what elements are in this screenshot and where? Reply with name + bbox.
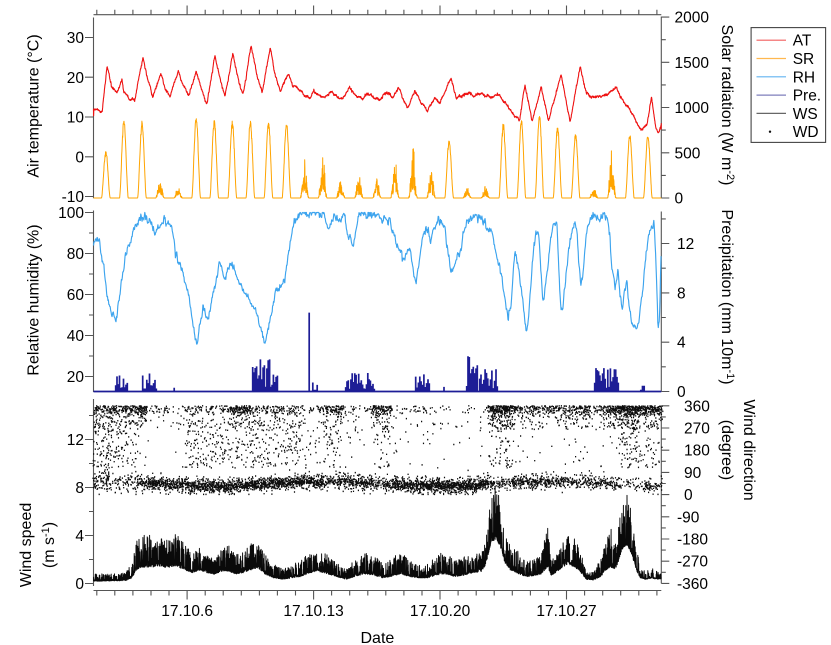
svg-text:WS: WS	[793, 106, 818, 123]
svg-text:17.10.20: 17.10.20	[410, 603, 471, 620]
svg-text:RH: RH	[793, 69, 815, 86]
svg-text:0: 0	[684, 487, 693, 504]
svg-text:AT: AT	[793, 33, 812, 50]
svg-text:0: 0	[677, 384, 686, 401]
svg-text:-90: -90	[677, 509, 700, 526]
svg-text:SR: SR	[793, 51, 815, 68]
svg-text:(degree): (degree)	[718, 420, 735, 480]
svg-text:100: 100	[58, 205, 84, 222]
svg-text:12: 12	[677, 236, 694, 253]
svg-text:40: 40	[67, 328, 85, 345]
svg-text:-270: -270	[677, 554, 708, 571]
svg-text:Pre.: Pre.	[793, 88, 821, 105]
svg-text:0: 0	[75, 576, 84, 593]
svg-text:30: 30	[67, 30, 85, 47]
svg-text:2000: 2000	[675, 10, 710, 27]
svg-text:0: 0	[75, 149, 84, 166]
svg-text:4: 4	[75, 528, 84, 545]
svg-text:4: 4	[677, 335, 686, 352]
svg-text:500: 500	[675, 145, 701, 162]
svg-text:Solar radiation (W m-2): Solar radiation (W m-2)	[718, 25, 736, 186]
svg-text:80: 80	[67, 246, 85, 263]
svg-text:17.10.13: 17.10.13	[283, 603, 343, 620]
svg-text:Relative humidity (%): Relative humidity (%)	[26, 224, 43, 375]
svg-text:Air temperature (°C): Air temperature (°C)	[26, 34, 43, 177]
svg-text:17.10.6: 17.10.6	[161, 603, 213, 620]
svg-text:270: 270	[684, 420, 710, 437]
svg-text:360: 360	[684, 398, 710, 415]
svg-text:-180: -180	[677, 532, 708, 549]
svg-text:180: 180	[684, 443, 710, 460]
svg-text:20: 20	[67, 70, 85, 87]
svg-text:WD: WD	[793, 124, 819, 141]
svg-text:12: 12	[67, 432, 84, 449]
svg-text:Date: Date	[361, 630, 395, 645]
svg-text:8: 8	[677, 285, 686, 302]
svg-text:1500: 1500	[675, 55, 710, 72]
svg-text:0: 0	[675, 191, 684, 208]
svg-text:-360: -360	[677, 576, 708, 593]
svg-text:60: 60	[67, 287, 85, 304]
svg-text:1000: 1000	[675, 100, 710, 117]
svg-text:Precipitation (mm 10m-1): Precipitation (mm 10m-1)	[718, 209, 736, 384]
svg-text:-10: -10	[62, 189, 85, 206]
svg-text:90: 90	[684, 465, 702, 482]
svg-text:20: 20	[67, 369, 85, 386]
svg-text:Wind speed: Wind speed	[18, 503, 35, 588]
svg-text:Wind direction: Wind direction	[740, 399, 757, 500]
svg-text:8: 8	[75, 480, 84, 497]
svg-text:10: 10	[67, 110, 85, 127]
svg-text:17.10.27: 17.10.27	[536, 603, 596, 620]
